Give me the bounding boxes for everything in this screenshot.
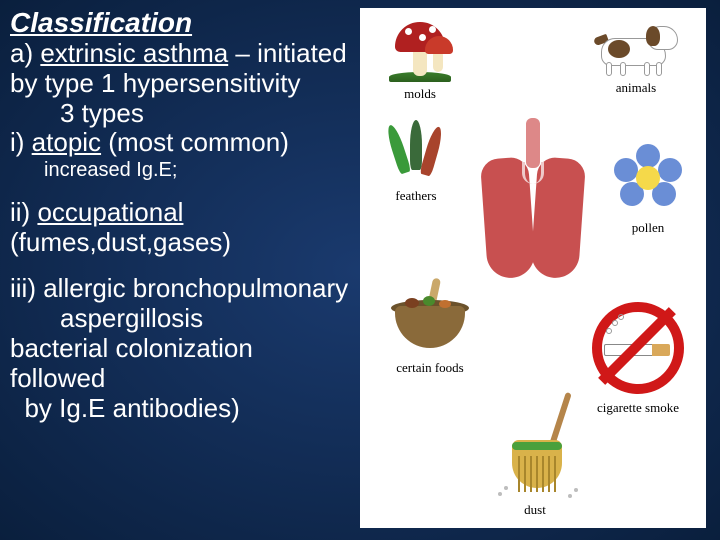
illustration-column: molds animals: [350, 0, 720, 540]
item-ii-prefix: ii): [10, 197, 37, 227]
feathers-label: feathers: [366, 188, 466, 204]
item-iii: iii) allergic bronchopulmonary: [10, 274, 350, 304]
item-ii-detail: (fumes,dust,gases): [10, 228, 350, 258]
broom-icon: [490, 390, 580, 500]
item-iii-detail2: by Ig.E antibodies): [10, 394, 350, 424]
slide-title: Classification: [10, 8, 350, 39]
item-iii-line2: aspergillosis: [10, 304, 350, 334]
foods-label: certain foods: [370, 360, 490, 376]
item-i-detail: increased Ig.E;: [10, 158, 350, 182]
smoke-cell: cigarette smoke: [578, 298, 698, 416]
bowl-icon: [385, 278, 475, 358]
flower-icon: [608, 138, 688, 218]
item-i-prefix: i): [10, 127, 32, 157]
feathers-cell: feathers: [366, 116, 466, 204]
animals-cell: animals: [576, 18, 696, 96]
smoke-label: cigarette smoke: [578, 400, 698, 416]
item-ii-name: occupational: [37, 197, 183, 227]
animals-label: animals: [576, 80, 696, 96]
section-a: a) extrinsic asthma – initiated by type …: [10, 39, 350, 99]
lungs-icon: [478, 118, 588, 288]
text-column: Classification a) extrinsic asthma – ini…: [0, 0, 350, 540]
section-a-prefix: a): [10, 38, 40, 68]
item-ii: ii) occupational: [10, 198, 350, 228]
pollen-cell: pollen: [598, 138, 698, 236]
molds-cell: molds: [370, 14, 470, 102]
mushroom-icon: [385, 14, 455, 84]
dog-icon: [586, 18, 686, 78]
pollen-label: pollen: [598, 220, 698, 236]
lungs-cell: [478, 118, 588, 288]
item-iii-detail1: bacterial colonization followed: [10, 334, 350, 394]
item-i-suffix: (most common): [101, 127, 289, 157]
foods-cell: certain foods: [370, 278, 490, 376]
types-count: 3 types: [10, 99, 350, 129]
item-i-name: atopic: [32, 127, 101, 157]
dust-cell: dust: [480, 390, 590, 518]
item-iii-prefix: iii): [10, 273, 43, 303]
item-iii-line1: allergic bronchopulmonary: [43, 273, 348, 303]
molds-label: molds: [370, 86, 470, 102]
no-smoking-icon: [588, 298, 688, 398]
allergen-panel: molds animals: [360, 8, 706, 528]
section-a-name: extrinsic asthma: [40, 38, 228, 68]
dust-label: dust: [480, 502, 590, 518]
item-i: i) atopic (most common): [10, 128, 350, 158]
feathers-icon: [376, 116, 456, 186]
